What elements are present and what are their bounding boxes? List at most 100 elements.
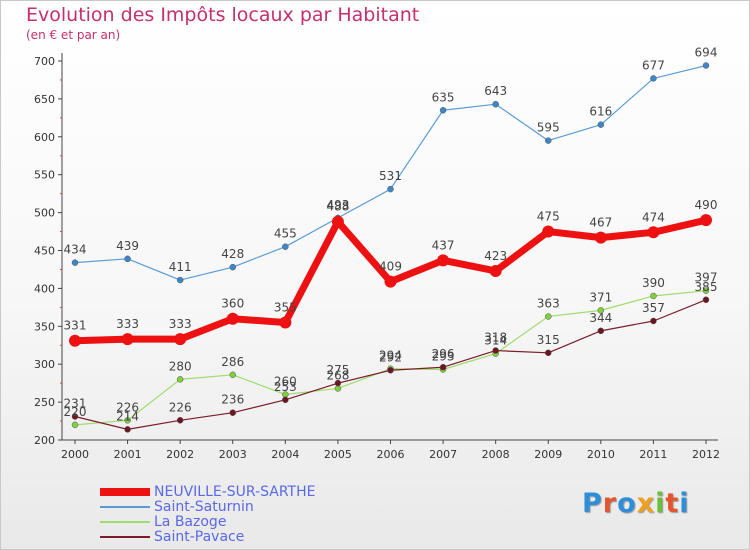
x-tick-label: 2006: [377, 448, 405, 461]
legend-label: NEUVILLE-SUR-SARTHE: [154, 484, 316, 500]
data-point: [650, 292, 657, 300]
x-tick-label: 2000: [61, 448, 89, 461]
data-label: 286: [221, 355, 244, 369]
data-point: [542, 225, 555, 238]
data-label: 474: [642, 210, 665, 224]
data-label: 467: [589, 216, 612, 230]
y-tick-label: 400: [34, 282, 55, 295]
data-point: [594, 231, 607, 244]
data-label: 390: [642, 276, 665, 290]
data-label: 275: [326, 363, 349, 377]
data-point: [331, 215, 344, 228]
data-label: 437: [432, 238, 455, 252]
data-label: 439: [116, 239, 139, 253]
data-label: 355: [274, 301, 297, 315]
data-label: 488: [326, 200, 349, 214]
data-label: 315: [537, 333, 560, 347]
data-label: 595: [537, 121, 560, 135]
y-tick-label: 600: [34, 131, 55, 144]
data-label: 677: [642, 58, 665, 72]
data-label: 296: [432, 347, 455, 361]
x-tick-label: 2008: [482, 448, 510, 461]
x-tick-label: 2010: [587, 448, 615, 461]
data-label: 635: [432, 90, 455, 104]
data-point: [334, 379, 342, 387]
y-tick-label: 650: [34, 93, 55, 106]
x-tick-label: 2011: [639, 448, 667, 461]
x-tick-label: 2003: [219, 448, 247, 461]
data-point: [597, 121, 605, 128]
data-label: 333: [116, 317, 139, 331]
data-label: 360: [221, 297, 244, 311]
legend-label: Saint-Saturnin: [154, 499, 254, 515]
data-label: 455: [274, 227, 297, 241]
data-label: 226: [169, 400, 192, 414]
data-point: [545, 349, 552, 357]
chart-title: Evolution des Impôts locaux par Habitant: [26, 4, 420, 26]
logo-letter: P: [582, 488, 603, 519]
data-point: [124, 417, 131, 424]
data-point: [174, 333, 187, 346]
data-point: [226, 312, 239, 325]
data-point: [489, 264, 502, 277]
data-label: 280: [169, 359, 192, 373]
proxiti-logo: Proxiti: [582, 488, 690, 519]
x-tick-label: 2012: [692, 448, 720, 461]
data-point: [384, 275, 397, 288]
data-label: 643: [484, 84, 507, 98]
data-label: 236: [221, 393, 244, 407]
x-tick-label: 2005: [324, 448, 352, 461]
data-point: [597, 307, 605, 314]
data-label: 260: [274, 375, 297, 389]
data-point: [597, 327, 605, 335]
data-point: [71, 421, 79, 429]
data-point: [702, 287, 710, 294]
chart-subtitle: (en € et par an): [26, 28, 121, 42]
y-tick-label: 350: [34, 320, 55, 333]
data-point: [439, 363, 447, 371]
data-label: 220: [64, 405, 87, 419]
data-point: [700, 214, 712, 227]
data-label: 428: [221, 247, 244, 261]
y-tick-label: 300: [34, 358, 55, 371]
data-point: [229, 371, 236, 379]
y-tick-label: 550: [34, 169, 55, 182]
data-label: 331: [64, 319, 87, 333]
data-point: [282, 243, 289, 250]
data-label: 231: [64, 397, 87, 411]
data-label: 357: [642, 301, 665, 315]
legend-label: Saint-Pavace: [154, 529, 245, 545]
data-label: 344: [589, 311, 612, 325]
data-point: [71, 259, 79, 266]
data-label: 314: [484, 334, 507, 348]
data-point: [387, 367, 394, 374]
data-point: [439, 107, 447, 114]
data-point: [492, 100, 499, 108]
data-label: 318: [484, 331, 507, 345]
data-label: 490: [695, 198, 718, 212]
data-point: [702, 62, 710, 69]
data-point: [437, 254, 450, 267]
data-label: 531: [379, 169, 402, 183]
data-label: 253: [274, 380, 297, 394]
data-label: 434: [64, 243, 87, 257]
data-label: 294: [379, 349, 402, 363]
logo-letter: x: [636, 488, 656, 519]
data-point: [124, 255, 131, 263]
legend-label: La Bazoge: [154, 514, 227, 530]
data-point: [229, 263, 236, 271]
data-point: [387, 185, 394, 193]
data-point: [545, 313, 552, 320]
x-tick-label: 2001: [114, 448, 142, 461]
logo-letter: o: [617, 488, 637, 519]
data-label: 268: [326, 368, 349, 382]
data-label: 616: [589, 105, 612, 119]
logo-letter: i: [679, 488, 690, 519]
y-tick-label: 200: [34, 434, 55, 447]
data-label: 397: [695, 271, 718, 285]
x-tick-label: 2004: [271, 448, 299, 461]
data-point: [229, 409, 236, 416]
data-label: 293: [432, 350, 455, 364]
data-label: 226: [116, 400, 139, 414]
data-point: [124, 426, 131, 433]
